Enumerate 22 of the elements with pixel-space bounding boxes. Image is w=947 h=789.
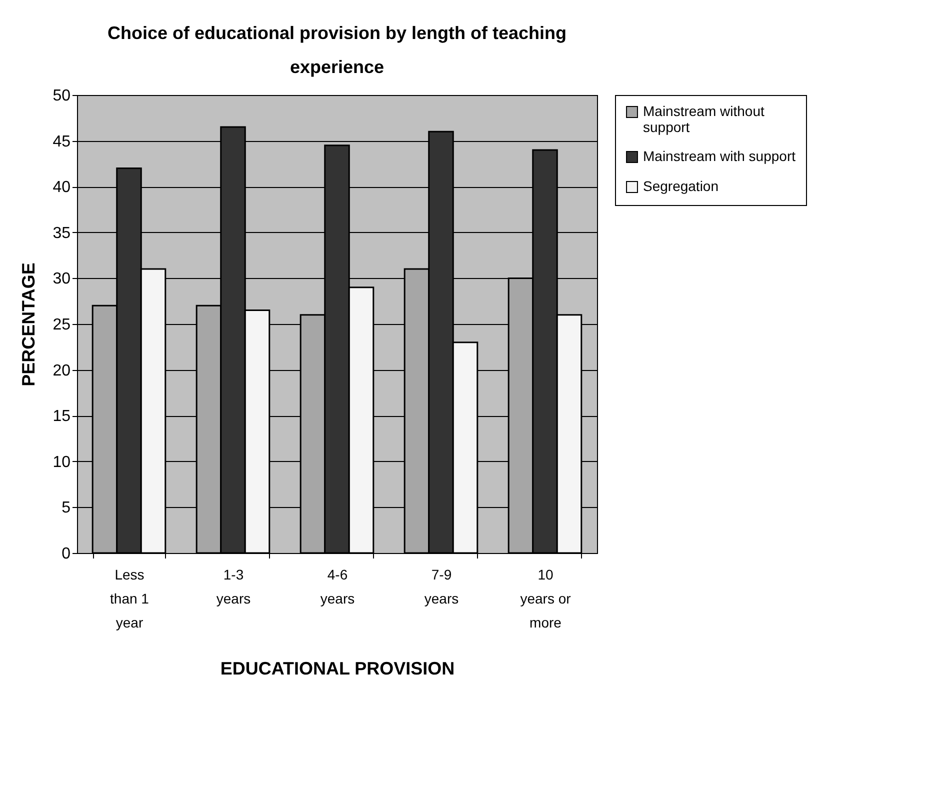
y-tick-label: 5: [62, 500, 71, 517]
x-tick-label: 4-6 years: [320, 566, 355, 606]
y-tick-label: 10: [52, 454, 71, 471]
y-tick-label: 0: [62, 546, 71, 562]
x-tick-label: 7-9 years: [424, 566, 459, 606]
x-tick-label: 10 years or more: [520, 566, 572, 630]
chart-title: Choice of educational provision by length of teaching experience: [107, 23, 567, 77]
x-tick-label: Less than 1 year: [110, 566, 150, 630]
legend-label: Mainstream with support: [643, 148, 796, 164]
x-axis-title: EDUCATIONAL PROVISION: [220, 658, 455, 678]
y-tick-label: 30: [52, 270, 71, 288]
y-tick-label: 20: [52, 362, 71, 380]
y-tick-label: 15: [52, 408, 71, 426]
y-tick-label: 35: [52, 224, 71, 242]
legend-label: Segregation: [643, 178, 719, 194]
legend-label: Mainstream without support: [643, 103, 764, 135]
x-tick-label: 1-3 years: [216, 566, 251, 606]
y-tick-label: 25: [52, 316, 71, 334]
y-tick-label: 50: [52, 88, 71, 104]
y-axis-title: PERCENTAGE: [18, 262, 39, 386]
y-tick-label: 40: [52, 179, 71, 196]
y-tick-label: 45: [52, 133, 71, 150]
